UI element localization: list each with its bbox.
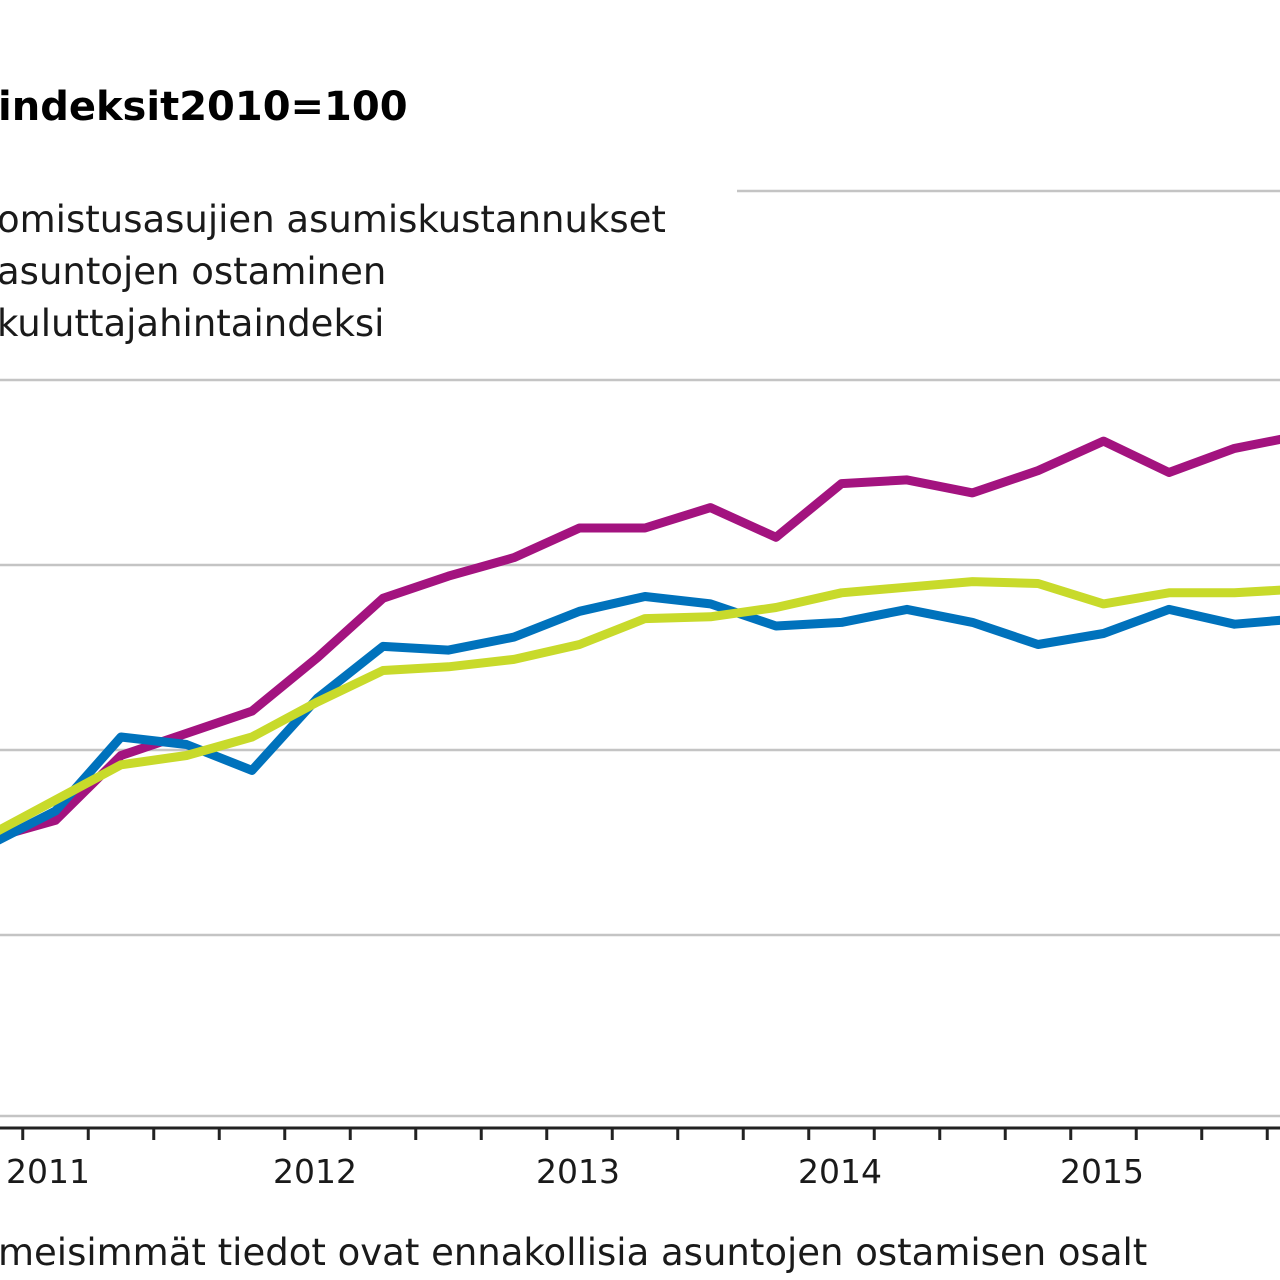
series-line-0: [0, 434, 1280, 841]
x-tick-label: 2013: [536, 1152, 620, 1191]
x-tick-label: 2014: [798, 1152, 882, 1191]
legend-entry-kuluttajahintaindeksi: kuluttajahintaindeksi: [0, 302, 384, 345]
series-line-1: [0, 592, 1280, 845]
legend-entry-asuntojen-ostaminen: asuntojen ostaminen: [0, 250, 386, 293]
x-tick-label: 2012: [273, 1152, 357, 1191]
x-tick-label: 2011: [6, 1152, 90, 1191]
footnote: meisimmät tiedot ovat ennakollisia asunt…: [0, 1231, 1147, 1274]
legend: omistusasujien asumiskustannukset asunto…: [0, 198, 666, 345]
x-tick-label: 2015: [1060, 1152, 1144, 1191]
chart-title: indeksit2010=100: [0, 84, 408, 130]
series-lines: [0, 434, 1280, 845]
legend-entry-omistusasujien: omistusasujien asumiskustannukset: [0, 198, 666, 241]
x-tick-labels: 2011 2012 2013 2014 2015: [6, 1152, 1144, 1191]
series-line-2: [0, 577, 1280, 835]
x-axis: [0, 1126, 1280, 1140]
